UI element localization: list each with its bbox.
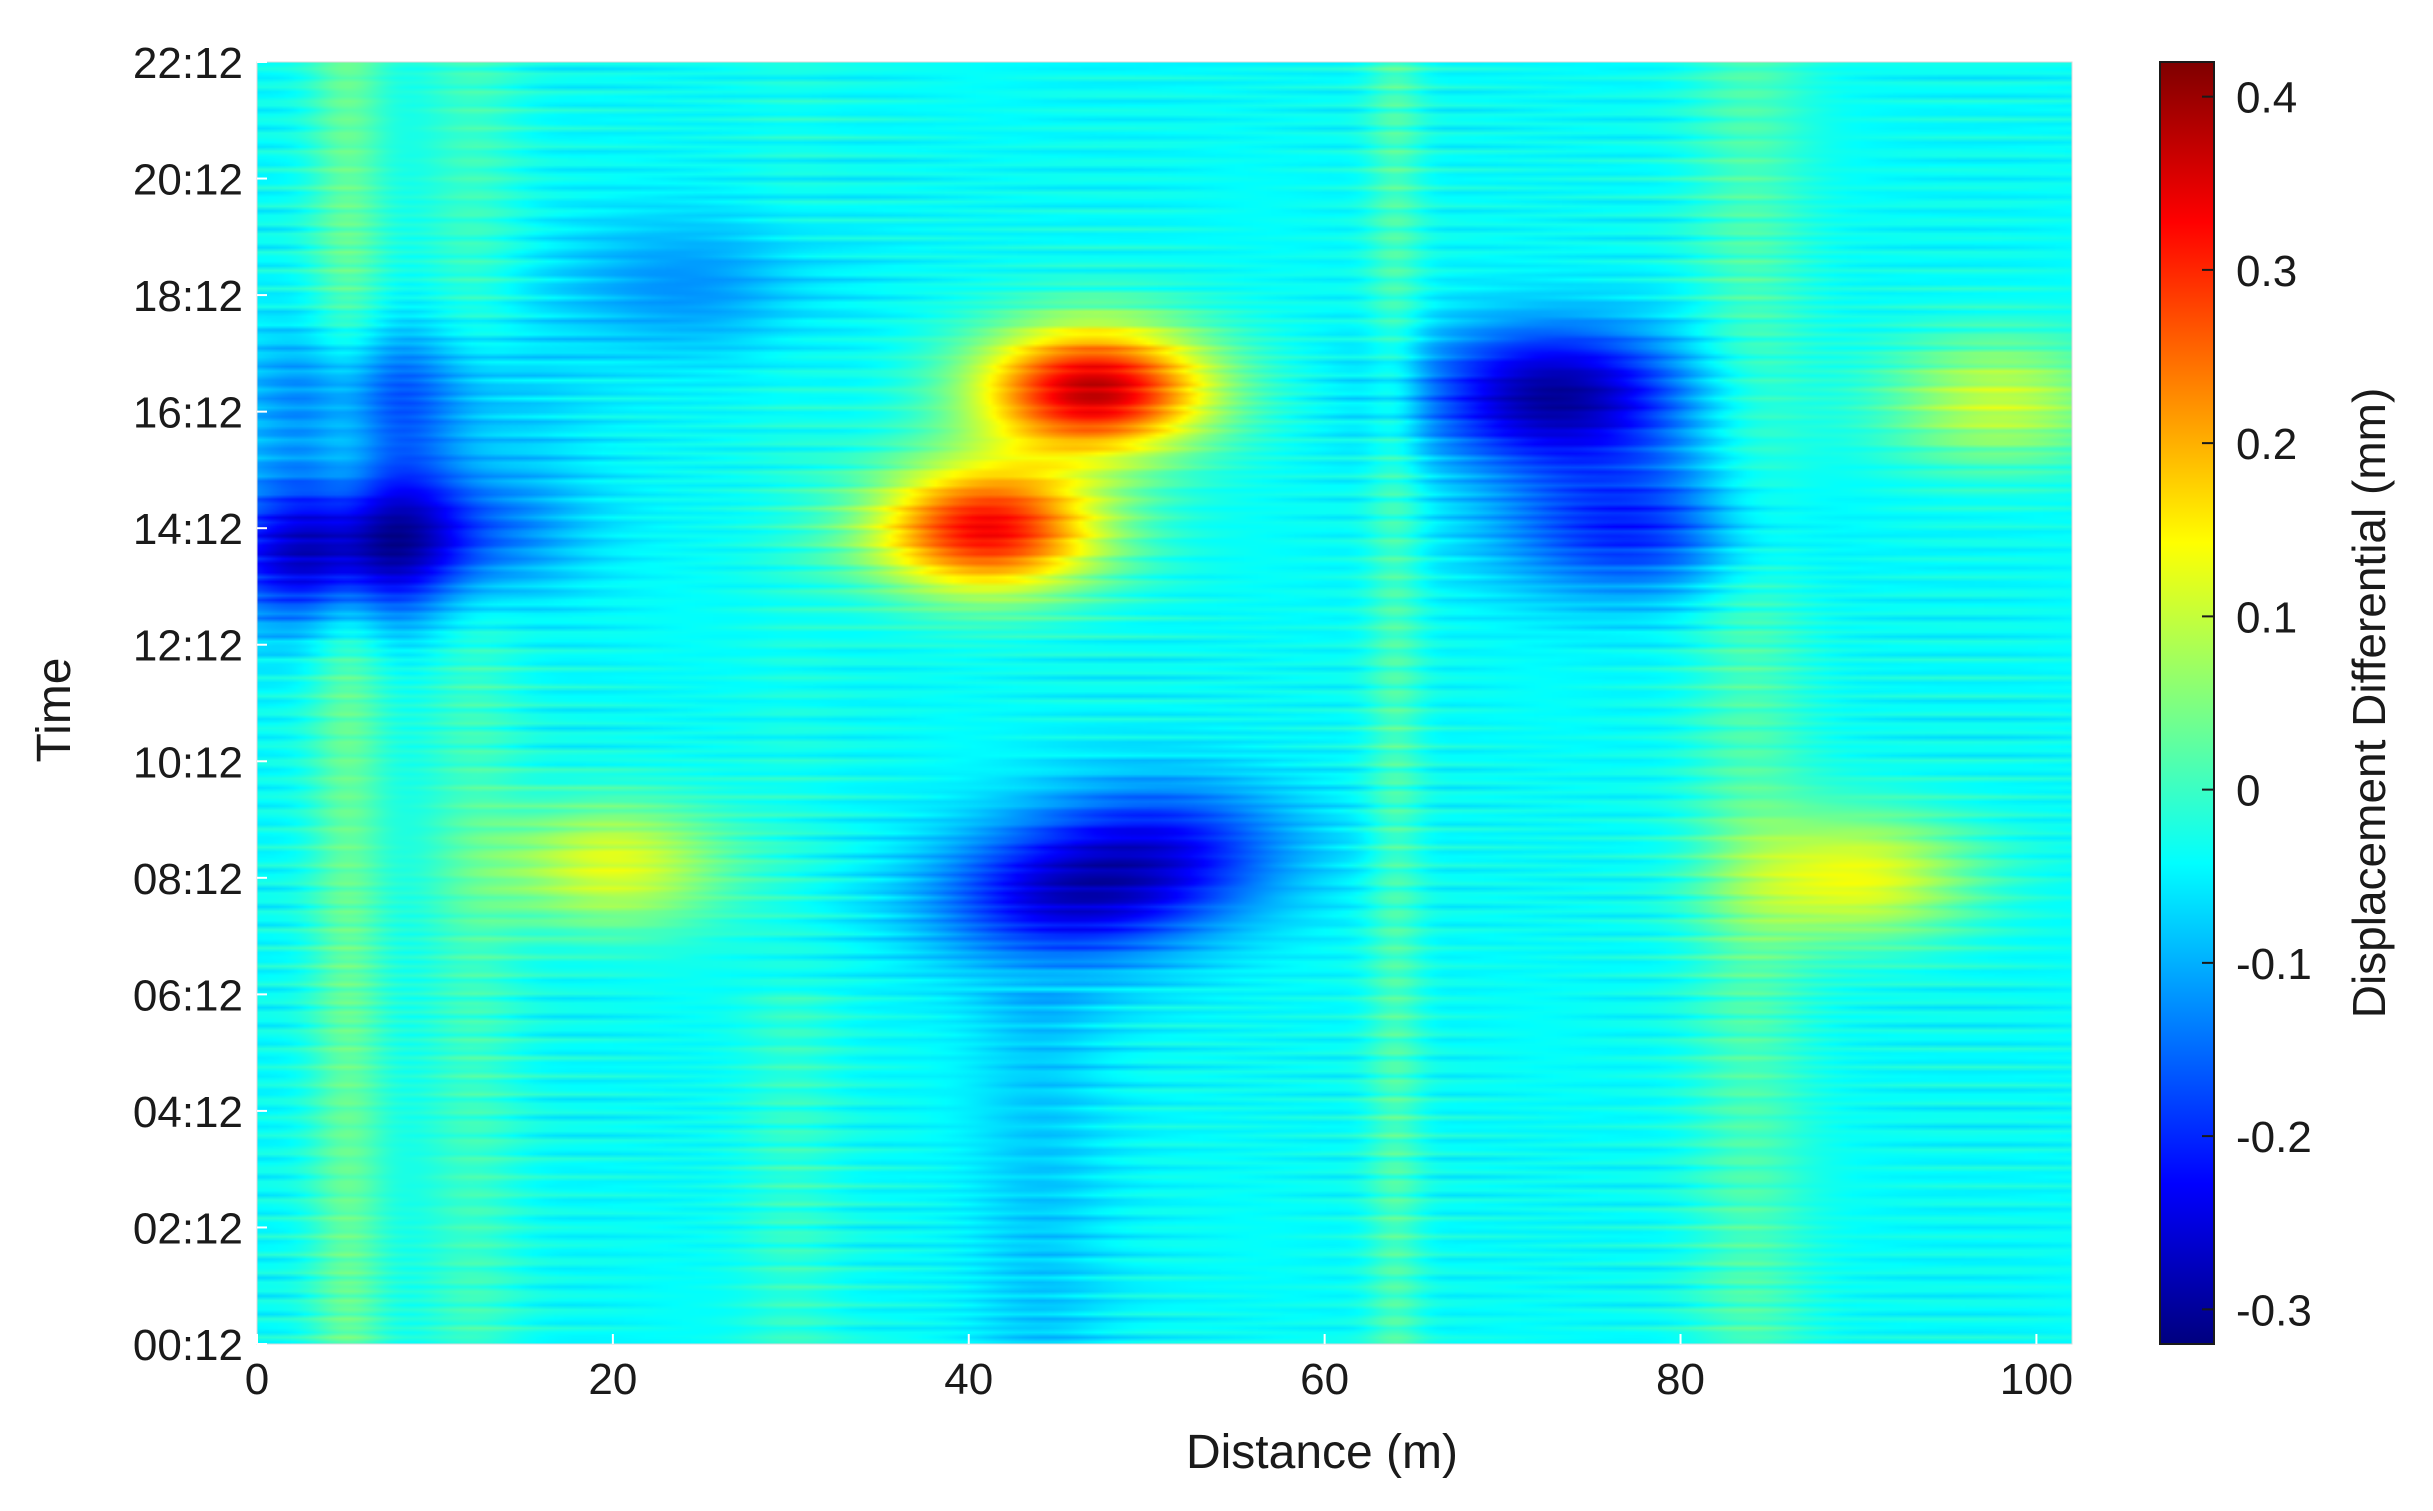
colorbar-ticks: 0.4 0.3 0.2 0.1 0 -0.1 -0.2 -0.3 — [2202, 74, 2312, 1335]
colorbar — [2159, 61, 2215, 1345]
y-tick-label: 08:12 — [133, 855, 243, 904]
y-axis: 00:12 02:12 04:12 06:12 08:12 10:12 12:12 14:12… — [133, 39, 267, 1370]
y-tick-label: 18:12 — [133, 272, 243, 321]
y-tick-label: 00:12 — [133, 1321, 243, 1370]
x-tick-label: 0 — [245, 1355, 269, 1404]
y-tick-label: 14:12 — [133, 505, 243, 554]
colorbar-tick-label: 0.4 — [2236, 74, 2297, 123]
y-tick-label: 02:12 — [133, 1204, 243, 1253]
y-tick-label: 20:12 — [133, 156, 243, 205]
colorbar-tick-label: 0.1 — [2236, 593, 2297, 642]
x-tick-label: 20 — [588, 1355, 637, 1404]
colorbar-label: Displacement Differential (mm) — [2343, 388, 2395, 1019]
x-tick-label: 100 — [2000, 1355, 2073, 1404]
y-tick-label: 10:12 — [133, 738, 243, 787]
y-tick-label: 06:12 — [133, 971, 243, 1020]
colorbar-tick-label: 0.2 — [2236, 420, 2297, 469]
y-tick-label: 12:12 — [133, 622, 243, 671]
x-axis-label: Distance (m) — [1186, 1426, 1458, 1479]
y-tick-label: 22:12 — [133, 39, 243, 88]
plot-area — [257, 62, 2072, 1344]
y-tick-label: 16:12 — [133, 389, 243, 438]
colorbar-tick-label: 0 — [2236, 767, 2260, 816]
x-tick-label: 40 — [944, 1355, 993, 1404]
x-tick-label: 60 — [1300, 1355, 1349, 1404]
plot-frame — [256, 61, 2073, 1345]
y-axis-label: Time — [28, 658, 81, 763]
colorbar-tick-label: -0.1 — [2236, 940, 2312, 989]
y-tick-label: 04:12 — [133, 1088, 243, 1137]
heatmap-image — [257, 62, 2072, 1344]
colorbar-tick-label: 0.3 — [2236, 247, 2297, 296]
x-tick-label: 80 — [1656, 1355, 1705, 1404]
colorbar-tick-label: -0.2 — [2236, 1113, 2312, 1162]
x-axis: 0 20 40 60 80 100 — [245, 1334, 2073, 1404]
colorbar-tick-label: -0.3 — [2236, 1286, 2312, 1335]
